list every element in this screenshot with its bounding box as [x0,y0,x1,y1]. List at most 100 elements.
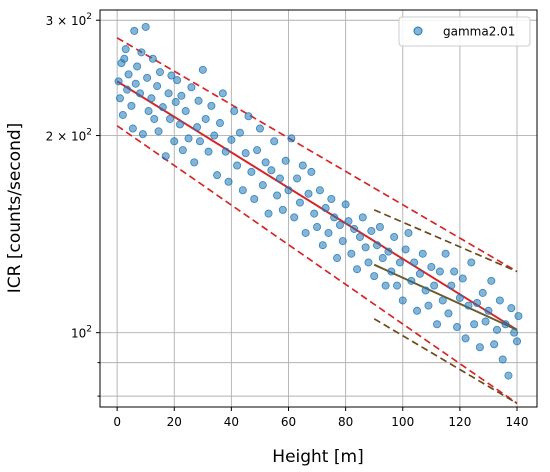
data-point [321,204,330,213]
data-point [447,281,456,290]
data-point [350,224,359,233]
data-point [347,249,356,258]
data-point [123,85,132,94]
x-tick-label: 60 [281,415,296,429]
data-point [367,226,376,235]
y-tick-label: 3 × 102 [46,12,92,28]
y-axis: 102 2 × 102 3 × 102 [46,12,100,397]
data-point [233,161,242,170]
data-point [147,94,156,103]
data-point [138,130,147,139]
data-point [130,26,139,35]
data-point [498,355,507,364]
data-point [218,89,227,98]
data-point [187,83,196,92]
data-point [433,320,442,329]
data-point [124,70,133,79]
data-point [175,120,184,129]
data-point [190,158,199,167]
data-point [313,223,322,232]
data-point [387,267,396,276]
data-point [227,135,236,144]
data-point [424,301,433,310]
data-point [215,119,224,128]
data-point [333,254,342,263]
data-point [393,281,402,290]
x-tick-label: 0 [113,415,121,429]
data-point [355,232,364,241]
data-point [114,77,123,86]
grid-lines [100,10,537,407]
data-point [261,158,270,167]
data-point [455,293,464,302]
data-point [204,147,213,156]
data-point [395,258,404,267]
data-point [381,281,390,290]
data-point [473,298,482,307]
data-point [148,54,157,63]
data-point [398,296,407,305]
data-point [137,48,146,57]
legend-box [398,16,531,47]
data-point [364,258,373,267]
data-point [384,247,393,256]
data-point [467,258,476,267]
data-point [378,254,387,263]
data-point [193,123,202,132]
x-axis: 0 20 40 60 80 100 120 140 [113,407,528,429]
data-point [495,296,504,305]
data-point [484,306,493,315]
data-point [201,114,210,123]
data-point [241,149,250,158]
data-point [284,186,293,195]
data-point [230,107,239,116]
data-point [173,76,182,85]
legend-marker [413,26,423,36]
data-point [154,127,163,136]
data-point [335,221,344,230]
data-point [235,128,244,137]
x-tick-label: 140 [506,415,529,429]
confidence-band-line [116,125,518,405]
data-point [327,195,336,204]
data-point [290,213,299,222]
data-point [370,272,379,281]
data-point [375,223,384,232]
data-point [120,54,129,63]
data-point [318,241,327,250]
data-point [210,131,219,140]
data-point [273,191,282,200]
y-tick-label: 102 [71,325,92,341]
data-point [441,249,450,258]
data-point [141,22,150,31]
data-point [315,186,324,195]
fit-lines [116,37,518,405]
x-axis-label: Height [m] [272,447,363,467]
data-point [304,189,313,198]
data-point [435,267,444,276]
data-point [373,241,382,250]
x-tick-label: 20 [167,415,182,429]
legend-label: gamma2.01 [443,25,515,39]
data-point [207,101,216,110]
data-point [390,232,399,241]
data-point [167,71,176,80]
data-point [444,309,453,318]
data-point [250,195,259,204]
data-point [501,320,510,329]
data-point [224,177,233,186]
data-point [135,89,144,98]
fit-line [373,263,518,331]
data-point [298,161,307,170]
data-point [221,147,230,156]
confidence-band-line [373,209,518,273]
data-point [410,258,419,267]
data-point [194,96,203,105]
data-point [413,306,422,315]
data-point [270,137,279,146]
data-point [490,340,499,349]
data-point [118,110,127,119]
data-point [301,228,310,237]
data-point [330,213,339,222]
